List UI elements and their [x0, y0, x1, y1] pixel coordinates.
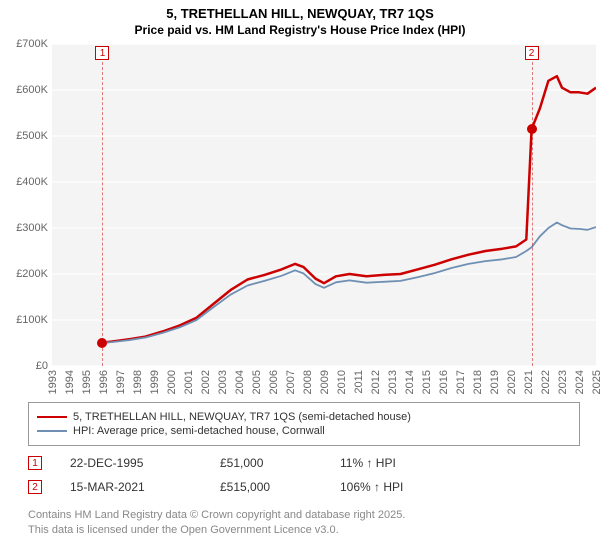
marker-dot: [97, 338, 107, 348]
transaction-flag: 2: [28, 480, 42, 494]
x-tick-label: 2004: [234, 370, 246, 394]
legend-item: 5, TRETHELLAN HILL, NEWQUAY, TR7 1QS (se…: [37, 411, 571, 423]
x-tick-label: 1994: [64, 370, 76, 394]
legend-swatch: [37, 430, 67, 432]
x-tick-label: 2019: [489, 370, 501, 394]
x-tick-label: 2015: [421, 370, 433, 394]
x-tick-label: 2021: [523, 370, 535, 394]
footer-line2: This data is licensed under the Open Gov…: [28, 523, 580, 538]
legend-label: HPI: Average price, semi-detached house,…: [73, 425, 325, 437]
title-line1: 5, TRETHELLAN HILL, NEWQUAY, TR7 1QS: [0, 6, 600, 21]
x-tick-label: 2002: [200, 370, 212, 394]
x-tick-label: 2017: [455, 370, 467, 394]
y-tick-label: £300K: [16, 222, 48, 234]
y-tick-label: £100K: [16, 314, 48, 326]
transaction-date: 15-MAR-2021: [70, 480, 220, 494]
x-tick-label: 2023: [557, 370, 569, 394]
footer-line1: Contains HM Land Registry data © Crown c…: [28, 508, 580, 523]
marker-vline: [102, 62, 103, 366]
legend: 5, TRETHELLAN HILL, NEWQUAY, TR7 1QS (se…: [28, 402, 580, 446]
x-tick-label: 2010: [336, 370, 348, 394]
x-tick-label: 2005: [251, 370, 263, 394]
transaction-price: £51,000: [220, 456, 340, 470]
x-tick-label: 2020: [506, 370, 518, 394]
x-tick-label: 2006: [268, 370, 280, 394]
x-tick-label: 2000: [166, 370, 178, 394]
marker-flag: 2: [525, 46, 539, 60]
title-line2: Price paid vs. HM Land Registry's House …: [0, 23, 600, 37]
x-tick-label: 2001: [183, 370, 195, 394]
x-tick-label: 1999: [149, 370, 161, 394]
transaction-pct: 106% ↑ HPI: [340, 480, 403, 494]
x-tick-label: 2013: [387, 370, 399, 394]
x-tick-label: 2022: [540, 370, 552, 394]
legend-label: 5, TRETHELLAN HILL, NEWQUAY, TR7 1QS (se…: [73, 411, 411, 423]
marker-dot: [527, 124, 537, 134]
x-tick-label: 2016: [438, 370, 450, 394]
legend-swatch: [37, 416, 67, 418]
transaction-flag: 1: [28, 456, 42, 470]
footer: Contains HM Land Registry data © Crown c…: [28, 508, 580, 538]
transaction-pct: 11% ↑ HPI: [340, 456, 396, 470]
x-tick-label: 2014: [404, 370, 416, 394]
x-tick-label: 2003: [217, 370, 229, 394]
transaction-date: 22-DEC-1995: [70, 456, 220, 470]
x-tick-label: 2012: [370, 370, 382, 394]
x-tick-label: 1997: [115, 370, 127, 394]
y-tick-label: £600K: [16, 84, 48, 96]
y-tick-label: £200K: [16, 268, 48, 280]
x-tick-label: 2024: [574, 370, 586, 394]
x-tick-label: 2009: [319, 370, 331, 394]
x-tick-label: 1996: [98, 370, 110, 394]
marker-vline: [532, 62, 533, 366]
plot-area: [52, 44, 596, 366]
chart-titles: 5, TRETHELLAN HILL, NEWQUAY, TR7 1QS Pri…: [0, 0, 600, 37]
x-tick-label: 1995: [81, 370, 93, 394]
y-tick-label: £700K: [16, 38, 48, 50]
x-tick-label: 1993: [47, 370, 59, 394]
transaction-row: 2 15-MAR-2021£515,000106% ↑ HPI: [28, 480, 580, 494]
x-tick-label: 1998: [132, 370, 144, 394]
x-tick-label: 2008: [302, 370, 314, 394]
marker-flag: 1: [95, 46, 109, 60]
y-tick-label: £400K: [16, 176, 48, 188]
chart: £0£100K£200K£300K£400K£500K£600K£700K 19…: [0, 44, 600, 394]
chart-svg: [52, 44, 596, 366]
y-tick-label: £500K: [16, 130, 48, 142]
x-tick-label: 2011: [353, 370, 365, 394]
transaction-price: £515,000: [220, 480, 340, 494]
x-tick-label: 2007: [285, 370, 297, 394]
x-tick-label: 2025: [591, 370, 600, 394]
legend-item: HPI: Average price, semi-detached house,…: [37, 425, 571, 437]
transaction-row: 1 22-DEC-1995£51,00011% ↑ HPI: [28, 456, 580, 470]
x-tick-label: 2018: [472, 370, 484, 394]
